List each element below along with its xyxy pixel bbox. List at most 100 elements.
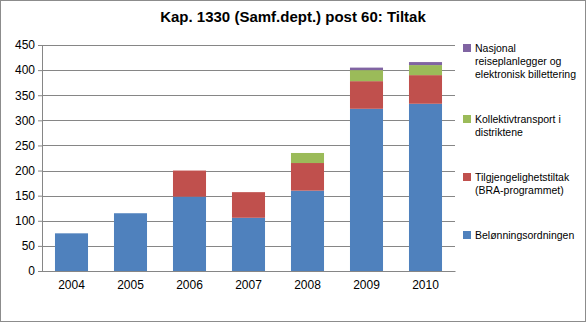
legend-item: Belønningsordningen [463, 229, 574, 241]
tick-mark [38, 196, 42, 197]
tick-mark [38, 95, 42, 96]
bar [114, 213, 147, 214]
tick: 300 [15, 114, 42, 128]
grid-line [42, 120, 455, 121]
bar [114, 213, 147, 214]
chart-border [1, 1, 586, 322]
tick-label: 200 [15, 164, 35, 178]
bar [409, 75, 442, 104]
tick-label: 300 [15, 114, 35, 128]
bar [173, 170, 206, 171]
tick-mark [38, 246, 42, 247]
tick-label: 2006 [176, 278, 203, 292]
tick-mark [38, 70, 42, 71]
chart-title: Kap. 1330 (Samf.dept.) post 60: Tiltak [160, 8, 426, 25]
y-axis: 0 50 100 150 200 250 300 350 400 450 [15, 38, 43, 278]
grid-line [42, 271, 455, 272]
tick: 450 [15, 38, 42, 52]
legend-swatch [463, 173, 471, 181]
tick: 2008 [294, 271, 321, 292]
tick: 50 [22, 239, 42, 253]
tick-label: 250 [15, 139, 35, 153]
grid-line [42, 70, 455, 71]
tick-label: 2007 [235, 278, 262, 292]
tick: 2010 [412, 271, 439, 292]
bar [291, 153, 324, 163]
tick-label: 2010 [412, 278, 439, 292]
tick-label: 2008 [294, 278, 321, 292]
grid-line [42, 171, 455, 172]
bar [173, 170, 206, 171]
tick-mark [38, 221, 42, 222]
tick: 150 [15, 189, 42, 203]
bar [291, 163, 324, 191]
legend-label: Belønningsordningen [475, 229, 574, 241]
legend-swatch [463, 231, 471, 239]
bar [55, 233, 88, 271]
tick-label: 50 [22, 239, 36, 253]
grid-line [42, 45, 455, 46]
tick: 2004 [58, 271, 85, 292]
bar [55, 233, 88, 234]
bar [350, 81, 383, 109]
grid-line [42, 145, 455, 146]
bar [291, 152, 324, 153]
axis-line [38, 46, 43, 272]
bar [173, 171, 206, 197]
bar [291, 191, 324, 271]
legend-swatch [463, 44, 471, 52]
tick: 250 [15, 139, 42, 153]
tick-label: 0 [28, 264, 35, 278]
tick-label: 350 [15, 89, 35, 103]
legend-swatch [463, 115, 471, 123]
bar [409, 65, 442, 75]
tick-mark [38, 171, 42, 172]
legend-item: Kollektivtransport idistriktene [463, 113, 561, 138]
series [55, 104, 442, 271]
bar [232, 218, 265, 271]
tick-mark [38, 145, 42, 146]
bar [350, 68, 383, 71]
tick: 2005 [117, 271, 144, 292]
legend-label: Kollektivtransport idistriktene [475, 113, 561, 138]
tick-mark [38, 271, 42, 272]
tick-mark [38, 120, 42, 121]
tick-mark [38, 45, 42, 46]
tick: 0 [28, 264, 42, 278]
tick: 100 [15, 214, 42, 228]
bar [409, 62, 442, 65]
legend-item: Tilgjengelighetstiltak(BRA-programmet) [463, 171, 570, 196]
tick-label: 450 [15, 38, 35, 52]
tick-label: 150 [15, 189, 35, 203]
tick-label: 100 [15, 214, 35, 228]
bars [55, 62, 442, 271]
legend-label: Tilgjengelighetstiltak(BRA-programmet) [475, 171, 570, 196]
tick-label: 2009 [353, 278, 380, 292]
series [173, 75, 442, 218]
series [291, 65, 442, 163]
bar [350, 70, 383, 81]
bar [55, 233, 88, 234]
tick: 400 [15, 63, 42, 77]
grid [42, 46, 455, 272]
legend-label: Nasjonalreiseplanlegger ogelektronisk bi… [475, 42, 576, 80]
tick-label: 2004 [58, 278, 85, 292]
tick: 350 [15, 89, 42, 103]
tick: 200 [15, 164, 42, 178]
grid-line [42, 95, 455, 96]
bar [232, 192, 265, 193]
bar [232, 192, 265, 193]
bar [409, 104, 442, 271]
x-axis: 2004 2005 2006 2007 2008 2009 2010 [43, 271, 456, 292]
tick-label: 2005 [117, 278, 144, 292]
bar [350, 109, 383, 271]
tick-label: 400 [15, 63, 35, 77]
series [350, 62, 442, 70]
legend-item: Nasjonalreiseplanlegger ogelektronisk bi… [463, 42, 576, 80]
tick: 2009 [353, 271, 380, 292]
axis-line [43, 271, 456, 272]
bar [232, 192, 265, 218]
tick: 2006 [176, 271, 203, 292]
bar [173, 197, 206, 271]
bar [55, 233, 88, 234]
